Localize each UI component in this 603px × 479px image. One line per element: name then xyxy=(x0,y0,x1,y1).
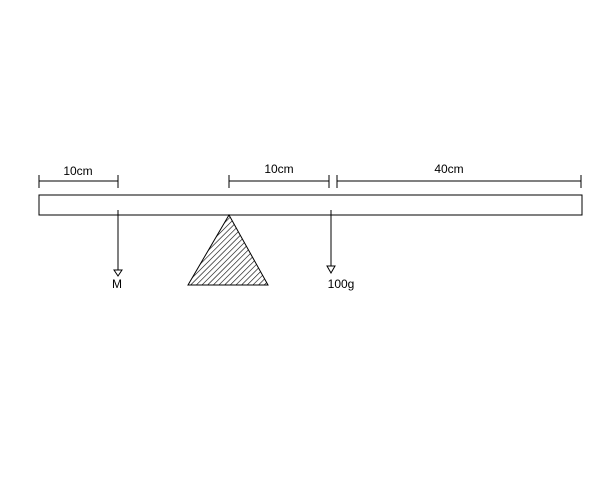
lever-beam xyxy=(38,194,583,216)
dimension-right: 40cm xyxy=(336,162,582,188)
dimension-middle-label: 10cm xyxy=(264,162,293,176)
left-mass-label: M xyxy=(112,277,122,291)
right-load-arrowhead xyxy=(326,265,336,275)
right-mass-label: 100g xyxy=(328,277,355,291)
right-load-arrow: 100g xyxy=(326,210,355,291)
dimension-middle: 10cm xyxy=(228,162,330,188)
left-load-arrow: M xyxy=(112,210,123,291)
fulcrum-triangle xyxy=(187,213,269,286)
dimension-left: 10cm xyxy=(38,164,119,188)
left-load-arrowhead xyxy=(113,269,123,277)
dimension-right-label: 40cm xyxy=(434,162,463,176)
dimension-left-label: 10cm xyxy=(63,164,92,178)
